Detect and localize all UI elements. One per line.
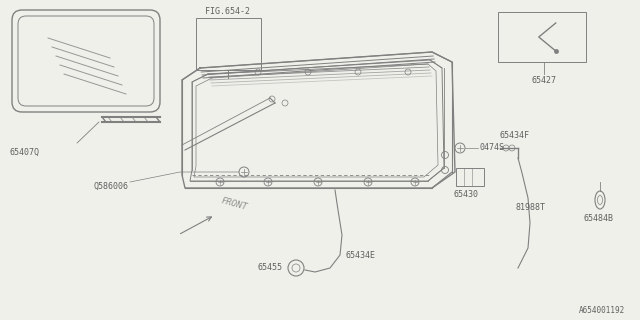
Bar [196, 18, 261, 70]
Text: 65434E: 65434E [345, 251, 375, 260]
Text: 65455: 65455 [257, 263, 282, 273]
Text: 65407Q: 65407Q [10, 148, 40, 157]
Text: 0474S: 0474S [480, 143, 505, 153]
Text: FIG.654-2: FIG.654-2 [205, 7, 250, 16]
Text: 65427: 65427 [531, 76, 556, 85]
Text: 65430: 65430 [454, 190, 479, 199]
Text: FRONT: FRONT [220, 196, 248, 212]
Text: 81988T: 81988T [515, 204, 545, 212]
Text: 65484B: 65484B [583, 214, 613, 223]
Text: 65434F: 65434F [500, 131, 530, 140]
Text: A654001192: A654001192 [579, 306, 625, 315]
Text: Q586006: Q586006 [93, 182, 128, 191]
Bar [498, 12, 586, 62]
Bar [456, 168, 484, 186]
